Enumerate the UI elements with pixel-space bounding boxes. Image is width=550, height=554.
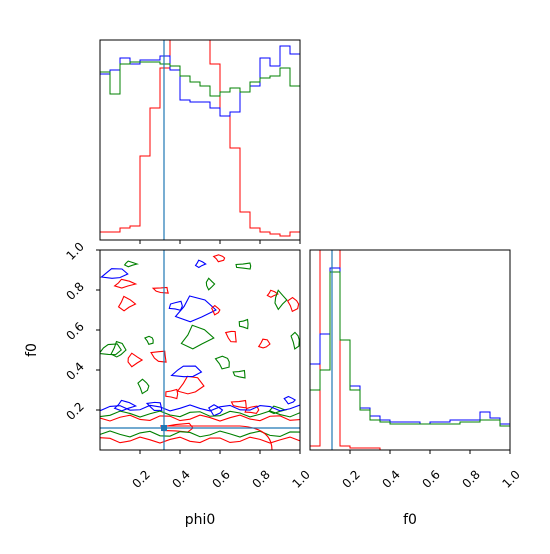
contour-blob-4 xyxy=(110,340,127,358)
x-tick-label: 0.4 xyxy=(169,467,192,490)
x-tick-label: 1.0 xyxy=(289,467,312,490)
top-hist-series xyxy=(100,40,300,240)
contour-blob-34 xyxy=(212,254,226,263)
contour-edge-red xyxy=(160,425,273,450)
y-tick-label: 1.0 xyxy=(63,239,86,262)
contour-blob-16 xyxy=(224,330,237,343)
hist-series-2 xyxy=(310,271,510,450)
contour-band-3 xyxy=(100,430,300,438)
x-tick-label: 0.2 xyxy=(129,467,152,490)
axes-frame xyxy=(309,249,511,451)
contour-blob-35 xyxy=(230,399,247,409)
contour-blob-21 xyxy=(274,289,288,311)
hist-series-1 xyxy=(310,267,510,450)
right-hist-series xyxy=(310,250,510,450)
x-tick-label: 0.4 xyxy=(379,467,402,490)
axes-frame xyxy=(99,249,301,451)
hist-series-1 xyxy=(100,45,300,240)
contour-blob-18 xyxy=(232,369,246,379)
contour-blob-33 xyxy=(194,259,207,269)
x-axis-label-phi0: phi0 xyxy=(185,512,216,528)
contour-blob-31 xyxy=(127,352,144,368)
phi0-marginal-histogram xyxy=(99,39,301,244)
x-tick-label: 0.6 xyxy=(209,467,232,490)
contour-blob-27 xyxy=(165,388,179,400)
y-axis-label-f0: f0 xyxy=(24,343,40,357)
contour-blob-36 xyxy=(283,395,297,405)
contour-blob-10 xyxy=(168,300,183,311)
contour-blob-13 xyxy=(180,324,215,350)
contour-band-4 xyxy=(100,436,300,444)
y-tick-label: 0.8 xyxy=(63,279,86,302)
y-tick-label: 0.6 xyxy=(63,319,86,342)
contour-blob-17 xyxy=(214,355,230,370)
x-tick-label: 0.8 xyxy=(459,467,482,490)
contour-blob-12 xyxy=(170,365,203,378)
contour-blob-11 xyxy=(176,375,205,395)
x-tick-label: 0.8 xyxy=(249,467,272,490)
contour-blob-8 xyxy=(151,286,169,294)
contour-blob-22 xyxy=(286,296,300,313)
hist-series-0 xyxy=(100,40,300,240)
contour-blob-7 xyxy=(137,378,150,395)
contour-blob-19 xyxy=(235,262,252,270)
contour-blob-0 xyxy=(100,268,129,279)
y-tick-label: 0.4 xyxy=(63,359,86,382)
axes-frame xyxy=(99,39,301,241)
contour-blob-3 xyxy=(100,343,122,356)
contour-blob-9 xyxy=(174,295,217,323)
contour-blob-32 xyxy=(144,335,154,345)
contour-blob-2 xyxy=(117,295,137,312)
x-tick-label: 0.6 xyxy=(419,467,442,490)
contour-lines xyxy=(100,254,300,450)
contour-blob-24 xyxy=(257,338,271,349)
contour-blob-23 xyxy=(290,331,300,350)
contour-blob-1 xyxy=(113,278,138,289)
x-tick-label: 1.0 xyxy=(499,467,522,490)
f0-marginal-histogram: 0.2 0.4 0.6 0.8 1.0 xyxy=(309,249,523,491)
contour-blob-15 xyxy=(210,304,221,316)
x-tick-label: 0.2 xyxy=(339,467,362,490)
contour-blob-14 xyxy=(205,277,216,291)
contour-band-2 xyxy=(100,404,300,412)
y-tick-label: 0.2 xyxy=(63,399,86,422)
contour-blob-37 xyxy=(123,260,140,268)
contour-band-0 xyxy=(100,414,300,422)
contour-blob-25 xyxy=(238,318,249,330)
phi0-f0-contour-panel: 0.2 0.4 0.6 0.8 1.0 0.2 0.4 0.6 0.8 1.0 xyxy=(63,239,312,490)
truth-marker xyxy=(161,425,167,431)
hist-series-2 xyxy=(100,61,300,240)
x-axis-label-f0: f0 xyxy=(403,512,417,528)
contour-band-1 xyxy=(100,410,300,418)
contour-blob-20 xyxy=(266,289,279,298)
contour-blob-30 xyxy=(268,405,288,415)
